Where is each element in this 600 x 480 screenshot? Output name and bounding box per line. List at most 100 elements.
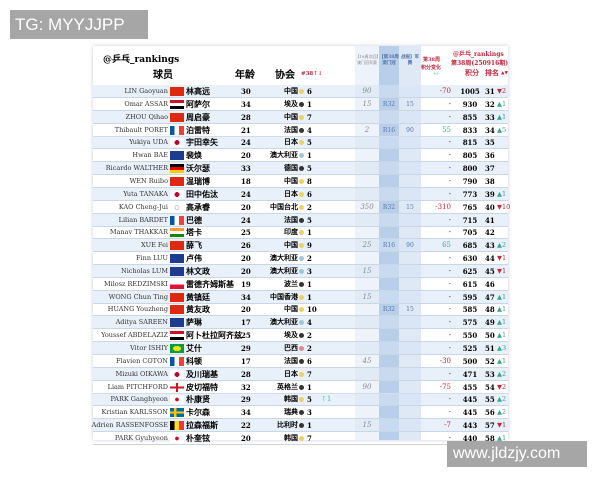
- points: 773: [462, 189, 478, 199]
- player-name-en: Manav THAKKAR: [109, 228, 168, 237]
- association-rank: 5: [307, 164, 312, 174]
- table-row: WONG Chun Ting 黄镇廷 34 中国香港 1 15 - 595 47 ▲1: [93, 290, 508, 304]
- player-name-en: Omar ASSAR: [124, 99, 168, 108]
- col1-value: 25: [362, 241, 372, 250]
- table-row: HUANG Youzheng 黄友政 20 中国 10 R32 15 - 585 48 ▲1: [93, 303, 508, 317]
- player-association: 日本: [284, 369, 298, 378]
- rank-movement: ▲1: [497, 305, 507, 314]
- rank-movement: ▲1: [497, 112, 507, 121]
- rank-movement: ▲2: [497, 408, 507, 417]
- player-name-en: Youssef ABDELAZIZ: [101, 331, 168, 340]
- player-name-cn: 高承睿: [186, 202, 210, 212]
- table-row: LIN Gaoyuan 林高远 30 中国 6 90 -70 1005 31 ▼2: [93, 85, 508, 98]
- flag-kr-icon: [170, 395, 184, 405]
- rank: 45: [485, 266, 495, 276]
- association-rank: 1: [307, 292, 312, 302]
- header-points: 积分: [465, 68, 479, 77]
- association-dot-icon: [299, 294, 304, 300]
- player-name-cn: 拉森福斯: [186, 421, 218, 431]
- association-trend: ↑1: [321, 395, 332, 404]
- player-age: 34: [241, 292, 251, 302]
- flag-in-icon: [170, 228, 184, 238]
- player-association: 波兰: [284, 279, 298, 288]
- association-dot-icon: [299, 230, 304, 236]
- player-age: 17: [241, 356, 251, 366]
- player-name-en: WONG Chun Ting: [108, 292, 168, 301]
- points: 550: [462, 331, 478, 341]
- points: 445: [462, 408, 478, 418]
- association-rank: 2: [307, 344, 312, 353]
- player-association: 澳大利亚: [270, 254, 298, 263]
- player-association: 澳大利亚: [270, 318, 298, 327]
- points-change: -: [448, 433, 451, 442]
- player-name-en: Ricardo WALTHER: [105, 164, 168, 173]
- points: 715: [462, 215, 478, 225]
- points-change: -: [448, 292, 451, 301]
- player-association: 韩国: [284, 395, 298, 404]
- round-reached: R32: [382, 306, 396, 314]
- association-dot-icon: [299, 101, 304, 107]
- association-rank: 2: [307, 331, 312, 341]
- points-change: -70: [439, 87, 451, 95]
- rank: 32: [485, 99, 495, 109]
- points-change: -: [448, 266, 451, 275]
- player-age: 20: [241, 202, 251, 212]
- player-name-cn: 薛飞: [186, 241, 202, 251]
- rank: 48: [485, 305, 495, 315]
- flag-br-icon: [170, 344, 184, 353]
- association-dot-icon: [299, 358, 304, 364]
- association-dot-icon: [299, 127, 304, 133]
- association-dot-icon: [299, 204, 304, 210]
- rank: 40: [485, 202, 495, 212]
- player-association: 中国: [284, 112, 298, 121]
- round-points: 15: [406, 203, 414, 211]
- association-rank: 2: [307, 254, 312, 264]
- player-age: 26: [241, 241, 251, 251]
- flag-cn-icon: [170, 176, 184, 186]
- brand-label: @乒乓_rankings: [103, 55, 180, 65]
- player-age: 20: [241, 305, 251, 315]
- rank: 54: [485, 382, 495, 392]
- association-dot-icon: [299, 320, 304, 326]
- player-name-en: HUANG Youzheng: [107, 305, 168, 314]
- association-rank: 6: [307, 189, 312, 199]
- association-dot-icon: [299, 397, 304, 403]
- player-name-en: Hwan BAE: [132, 151, 168, 160]
- player-age: 20: [241, 254, 251, 264]
- points-change: -: [448, 176, 451, 185]
- rank: 57: [485, 421, 495, 431]
- header-col1: 【18周次回】澳门冠军赛: [355, 54, 379, 65]
- player-age: 29: [241, 344, 251, 353]
- rank-movement: ▲2: [497, 395, 507, 404]
- player-name-en: Kristian KARLSSON: [101, 408, 168, 417]
- header-change-sign: +/-: [433, 72, 440, 77]
- player-name-cn: 雷德齐姆斯基: [186, 279, 234, 289]
- association-dot-icon: [299, 268, 304, 274]
- player-association: 澳大利亚: [270, 266, 298, 275]
- rank-movement: ▲1: [497, 356, 507, 365]
- association-dot-icon: [299, 333, 304, 339]
- player-age: 19: [241, 279, 251, 289]
- points: 575: [462, 318, 478, 328]
- table-row: ZHOU Qihao 周启豪 28 中国 7 - 855 33 ▲1: [93, 110, 508, 124]
- rank: 35: [485, 138, 495, 148]
- header-age: 年龄: [235, 70, 255, 81]
- player-association: 埃及: [284, 331, 298, 340]
- points-change: 55: [442, 125, 451, 134]
- association-rank: 7: [307, 369, 312, 379]
- points: 625: [462, 266, 478, 276]
- player-name-cn: 宇田幸矢: [186, 138, 218, 148]
- association-rank: 1: [307, 99, 312, 109]
- flag-au-icon: [170, 318, 184, 328]
- rank-movement: ▼1: [497, 266, 507, 275]
- player-association: 印度: [284, 228, 298, 237]
- player-association: 中国: [284, 87, 298, 95]
- table-row: Finn LUU 卢伟 20 澳大利亚 2 - 630 44 ▼1: [93, 252, 508, 266]
- round-reached: R16: [382, 126, 396, 134]
- rank-movement: ▲1: [497, 189, 507, 198]
- player-association: 中国: [284, 305, 298, 314]
- player-name-cn: 朴康贤: [186, 395, 210, 405]
- points-change: -: [448, 164, 451, 173]
- table-row: Thibault PORET 泊雷特 21 法国 4 2 R16 90 55 833 34 ▲5: [93, 124, 508, 137]
- rankings-table: @乒乓_rankings 球员 年龄 协会 #38↑↓ 【18周次回】澳门冠军赛…: [92, 46, 510, 445]
